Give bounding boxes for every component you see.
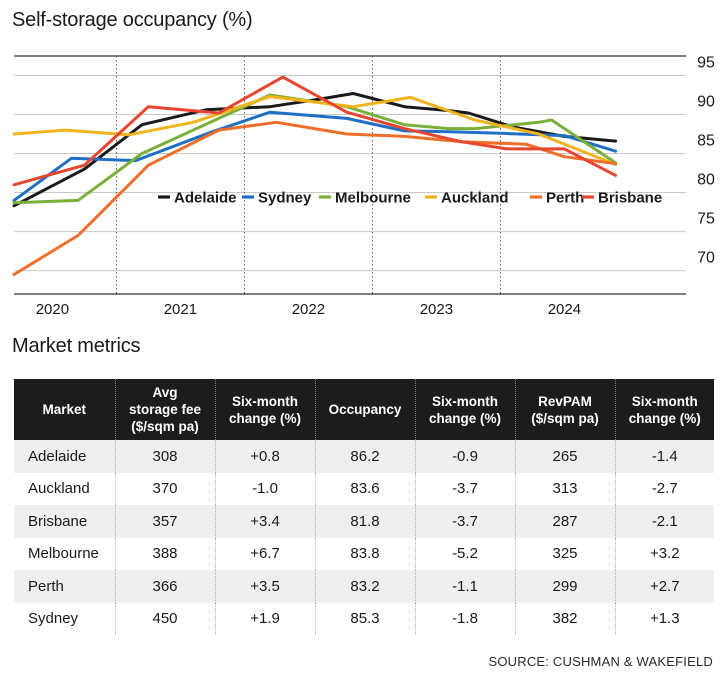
table-cell: 86.2 — [315, 440, 416, 473]
table-cell: 265 — [515, 440, 616, 473]
table-cell: +1.3 — [615, 602, 714, 635]
series-line-melbourne — [12, 93, 618, 205]
table-cell: 450 — [115, 602, 216, 635]
table-cell: 287 — [515, 505, 616, 538]
table-cell: +0.8 — [215, 440, 316, 473]
legend-label: Brisbane — [598, 190, 662, 207]
table-header-row: Market Avg storage fee ($/sqm pa) Six-month c… — [14, 379, 714, 440]
y-tick-label: 95 — [697, 55, 715, 72]
column-header: Avg storage fee ($/sqm pa) — [115, 379, 216, 440]
table-cell: 85.3 — [315, 602, 416, 635]
table-cell: -3.7 — [415, 472, 516, 505]
y-tick-label: 90 — [697, 94, 715, 111]
table-cell: -2.7 — [615, 472, 714, 505]
table-row: Melbourne 388 +6.7 83.8 -5.2 325 +3.2 — [14, 537, 714, 570]
table-cell: -3.7 — [415, 505, 516, 538]
column-header-line: Avg — [152, 385, 178, 400]
occupancy-line-chart: 70 75 80 85 90 95 2020 2021 2022 2023 2024 Adelaide… — [12, 55, 715, 318]
column-header: Six-month change (%) — [415, 379, 516, 440]
series-line-sydney — [12, 110, 618, 202]
table-cell: 382 — [515, 602, 616, 635]
column-header-line: change (%) — [428, 410, 501, 426]
table-row: Perth 366 +3.5 83.2 -1.1 299 +2.7 — [14, 570, 714, 603]
series-line-brisbane — [12, 75, 618, 187]
table-cell: 83.8 — [315, 537, 416, 570]
column-header-line: Occupancy — [328, 402, 402, 417]
table-cell: -0.9 — [415, 440, 516, 473]
column-header-line: ($/sqm pa) — [131, 419, 199, 434]
table-cell: 83.2 — [315, 570, 416, 603]
x-tick-label: 2020 — [36, 301, 69, 318]
market-name-cell: Adelaide — [14, 440, 116, 473]
series-line-auckland — [12, 95, 618, 166]
legend-label: Melbourne — [335, 190, 411, 207]
table-title: Market metrics — [12, 335, 141, 357]
table-body: Adelaide 308 +0.8 86.2 -0.9 265 -1.4 Auckland 37… — [14, 440, 714, 635]
column-header-line: Market — [42, 402, 87, 417]
column-header-line: Six-month — [631, 393, 698, 409]
table-cell: +2.7 — [615, 570, 714, 603]
table-cell: +3.2 — [615, 537, 714, 570]
table-cell: -1.4 — [615, 440, 714, 473]
legend-label: Sydney — [258, 190, 312, 207]
column-header: Six-month change (%) — [215, 379, 316, 440]
table-cell: 299 — [515, 570, 616, 603]
column-header-line: RevPAM — [538, 393, 592, 409]
market-name-cell: Brisbane — [14, 505, 116, 538]
table-cell: +6.7 — [215, 537, 316, 570]
market-metrics-table: Market Avg storage fee ($/sqm pa) Six-month c… — [14, 379, 714, 635]
table-cell: +3.5 — [215, 570, 316, 603]
table-cell: 366 — [115, 570, 216, 603]
table-cell: -1.8 — [415, 602, 516, 635]
column-header-line: Six-month — [432, 393, 498, 409]
column-header-line: storage fee — [128, 402, 202, 417]
column-header-line: Six-month — [232, 393, 298, 409]
legend-label: Auckland — [441, 190, 509, 207]
y-tick-label: 75 — [697, 211, 715, 228]
legend-label: Adelaide — [174, 190, 237, 207]
source-note: SOURCE: CUSHMAN & WAKEFIELD — [488, 654, 713, 669]
chart-title: Self-storage occupancy (%) — [12, 9, 253, 31]
column-header-line: ($/sqm pa) — [531, 410, 599, 426]
column-header-line: change (%) — [628, 410, 701, 426]
table-cell: -1.0 — [215, 472, 316, 505]
market-name-cell: Auckland — [14, 472, 116, 505]
y-tick-label: 70 — [697, 250, 715, 267]
table-row: Adelaide 308 +0.8 86.2 -0.9 265 -1.4 — [14, 440, 714, 473]
table-row: Brisbane 357 +3.4 81.8 -3.7 287 -2.1 — [14, 505, 714, 538]
column-header-line: change (%) — [228, 410, 301, 426]
table-cell: +3.4 — [215, 505, 316, 538]
column-header: Market — [14, 379, 116, 440]
table-cell: 308 — [115, 440, 216, 473]
table-row: Sydney 450 +1.9 85.3 -1.8 382 +1.3 — [14, 602, 714, 635]
y-tick-label: 85 — [697, 133, 715, 150]
table-row: Auckland 370 -1.0 83.6 -3.7 313 -2.7 — [14, 472, 714, 505]
x-tick-label: 2022 — [292, 301, 325, 318]
x-tick-label: 2023 — [420, 301, 453, 318]
legend-label: Perth — [546, 190, 584, 207]
table-cell: 370 — [115, 472, 216, 505]
column-header: Six-month change (%) — [615, 379, 714, 440]
table-cell: 388 — [115, 537, 216, 570]
table-cell: -1.1 — [415, 570, 516, 603]
market-name-cell: Sydney — [14, 602, 116, 635]
table-cell: 83.6 — [315, 472, 416, 505]
table-cell: 313 — [515, 472, 616, 505]
table-cell: -2.1 — [615, 505, 714, 538]
x-tick-label: 2024 — [548, 301, 581, 318]
column-header: Occupancy — [315, 379, 416, 440]
y-tick-label: 80 — [697, 172, 715, 189]
x-tick-label: 2021 — [164, 301, 197, 318]
market-name-cell: Melbourne — [14, 537, 116, 570]
column-header: RevPAM ($/sqm pa) — [515, 379, 616, 440]
table-cell: +1.9 — [215, 602, 316, 635]
market-name-cell: Perth — [14, 570, 116, 603]
table-cell: -5.2 — [415, 537, 516, 570]
table-cell: 81.8 — [315, 505, 416, 538]
table-cell: 357 — [115, 505, 216, 538]
table-cell: 325 — [515, 537, 616, 570]
